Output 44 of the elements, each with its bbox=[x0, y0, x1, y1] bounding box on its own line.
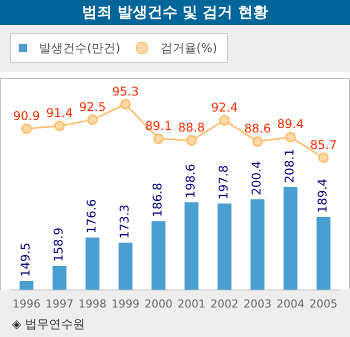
data-label: 200.4 bbox=[250, 160, 264, 196]
point bbox=[219, 115, 230, 126]
data-label: 149.5 bbox=[18, 242, 33, 277]
x-tick-label: 2003 bbox=[244, 297, 272, 310]
data-label: 92.4 bbox=[211, 100, 238, 114]
x-tick-label: 2005 bbox=[310, 297, 338, 310]
data-label: 89.1 bbox=[145, 118, 172, 133]
data-label: 189.4 bbox=[316, 178, 330, 213]
chart-title: 범죄 발생건수 및 검거 현황 bbox=[0, 0, 350, 25]
point bbox=[186, 135, 197, 146]
x-tick-label: 1999 bbox=[112, 297, 140, 310]
text: ◈ 법무연수원 bbox=[12, 316, 86, 333]
legend-label: 검거율(%) bbox=[160, 40, 218, 56]
data-label: 197.8 bbox=[216, 165, 231, 200]
data-label: 198.6 bbox=[184, 164, 198, 198]
data-label: 158.9 bbox=[52, 228, 66, 262]
data-label: 176.6 bbox=[84, 199, 99, 234]
point bbox=[87, 114, 98, 126]
x-tick-label: 2002 bbox=[210, 297, 238, 310]
data-label: 92.5 bbox=[79, 100, 106, 114]
point bbox=[21, 123, 32, 134]
data-label: 95.3 bbox=[112, 84, 139, 98]
data-label: 89.4 bbox=[277, 117, 304, 132]
legend-label: 발생건수(만건) bbox=[39, 40, 120, 56]
point bbox=[285, 132, 296, 142]
data-label: 88.8 bbox=[178, 120, 205, 135]
data-label: 186.8 bbox=[150, 182, 165, 218]
data-label: 85.7 bbox=[310, 138, 337, 152]
x-tick-label: 2004 bbox=[276, 297, 304, 310]
x-tick-label: 2000 bbox=[144, 297, 172, 310]
data-label: 90.9 bbox=[13, 108, 40, 123]
point bbox=[153, 134, 164, 144]
point bbox=[252, 136, 263, 147]
point bbox=[120, 98, 131, 110]
point bbox=[54, 120, 65, 132]
data-label: 173.3 bbox=[118, 204, 132, 239]
x-tick-label: 1998 bbox=[78, 297, 106, 310]
x-tick-label: 1996 bbox=[12, 297, 40, 310]
point bbox=[318, 152, 329, 163]
data-label: 208.1 bbox=[282, 148, 297, 183]
x-tick-label: 2001 bbox=[178, 297, 206, 310]
x-tick-label: 1997 bbox=[46, 297, 74, 310]
data-label: 91.4 bbox=[46, 106, 73, 120]
data-label: 88.6 bbox=[244, 122, 271, 136]
